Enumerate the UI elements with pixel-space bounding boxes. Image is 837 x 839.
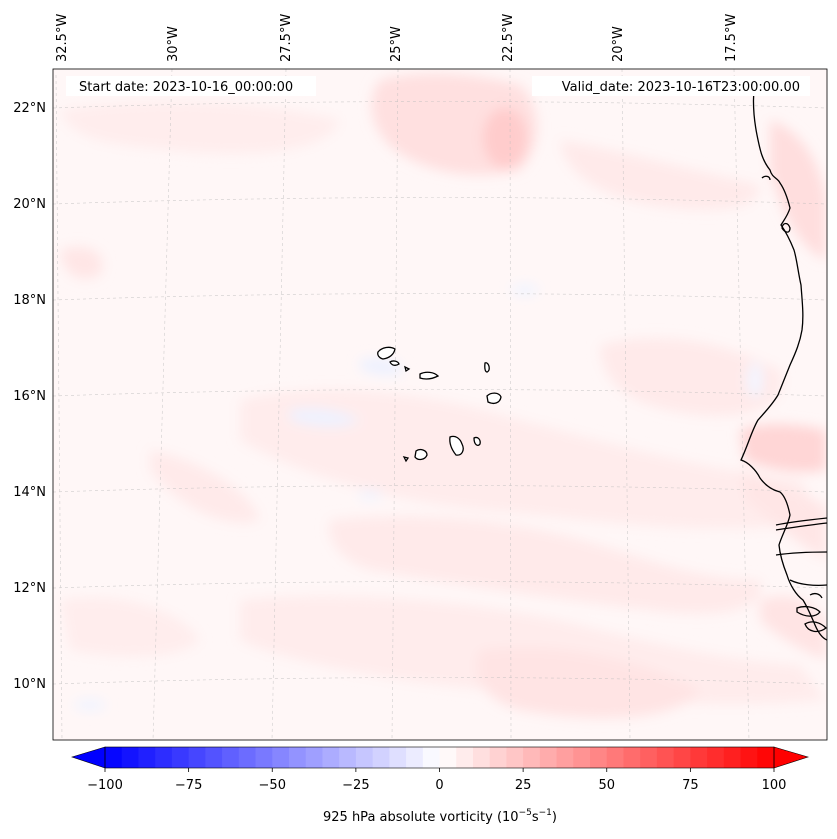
lat-label: 16°N — [13, 389, 46, 404]
colorbar-segment — [640, 747, 658, 768]
lon-label: 17.5°W — [724, 14, 739, 62]
colorbar-segment — [740, 747, 758, 768]
longitude-labels: 32.5°W 30°W 27.5°W 25°W 22.5°W 20°W 17.5… — [55, 14, 739, 62]
colorbar-segment — [506, 747, 524, 768]
lon-label: 32.5°W — [55, 14, 70, 62]
valid-date-box — [532, 76, 810, 96]
colorbar-segment — [255, 747, 273, 768]
map-panel — [53, 69, 827, 740]
colorbar-segment — [389, 747, 407, 768]
lon-label: 22.5°W — [501, 14, 516, 62]
colorbar-extend-low — [71, 746, 106, 769]
colorbar-extend-high — [773, 746, 810, 769]
colorbar-segment — [723, 747, 742, 768]
colorbar-segment — [105, 747, 123, 768]
colorbar-segment — [339, 747, 357, 768]
start-date-label: Start date: 2023-10-16_00:00:00 — [79, 80, 293, 95]
lon-label: 20°W — [611, 26, 626, 62]
colorbar-segment — [205, 747, 223, 768]
map-frame — [52, 68, 828, 741]
colorbar-segment — [406, 747, 424, 768]
valid-date-label: Valid_date: 2023-10-16T23:00:00.00 — [562, 80, 800, 95]
colorbar-segment — [656, 747, 675, 768]
colorbar-segment — [355, 747, 374, 768]
colorbar-segment — [673, 747, 691, 768]
colorbar-segment — [556, 747, 574, 768]
lon-label: 27.5°W — [279, 14, 294, 62]
graticule — [53, 69, 827, 740]
colorbar: −100 −75 −50 −25 0 25 50 75 100 925 hPa absolute… — [71, 746, 810, 825]
lat-label: 18°N — [13, 293, 46, 308]
colorbar-segment — [272, 747, 290, 768]
colorbar-tick-label: 75 — [682, 778, 699, 793]
lat-label: 10°N — [13, 677, 46, 692]
colorbar-segment — [573, 747, 591, 768]
colorbar-segment — [121, 747, 140, 768]
colorbar-tick-label: −50 — [259, 778, 286, 793]
lon-label: 25°W — [389, 26, 404, 62]
colorbar-segment — [523, 747, 541, 768]
colorbar-segment — [188, 747, 206, 768]
cape-verde-islands — [377, 346, 502, 463]
lat-label: 14°N — [13, 485, 46, 500]
colorbar-segment — [590, 747, 608, 768]
colorbar-segment — [707, 747, 725, 768]
colorbar-tick-label: −100 — [87, 778, 123, 793]
vorticity-field — [60, 73, 826, 719]
start-date-box — [66, 76, 316, 96]
colorbar-segment — [238, 747, 257, 768]
lon-label: 30°W — [166, 26, 181, 62]
colorbar-ticks: −100 −75 −50 −25 0 25 50 75 100 — [87, 768, 786, 793]
colorbar-segment — [539, 747, 558, 768]
colorbar-segment — [606, 747, 625, 768]
lat-label: 12°N — [13, 581, 46, 596]
colorbar-segment — [288, 747, 307, 768]
colorbar-segment — [138, 747, 156, 768]
colorbar-label: 925 hPa absolute vorticity (10−5s−1) — [323, 808, 557, 825]
colorbar-segments — [105, 747, 775, 768]
colorbar-segment — [623, 747, 641, 768]
latitude-labels: 22°N 20°N 18°N 16°N 14°N 12°N 10°N — [13, 101, 46, 692]
colorbar-segment — [222, 747, 240, 768]
colorbar-tick-label: 0 — [435, 778, 443, 793]
colorbar-segment — [322, 747, 340, 768]
colorbar-tick-label: 25 — [515, 778, 532, 793]
colorbar-segment — [155, 747, 173, 768]
colorbar-segment — [489, 747, 508, 768]
colorbar-tick-label: 50 — [598, 778, 615, 793]
colorbar-tick-label: −75 — [175, 778, 202, 793]
colorbar-segment — [305, 747, 324, 768]
coastline — [740, 79, 827, 641]
colorbar-segment — [171, 747, 190, 768]
colorbar-segment — [690, 747, 708, 768]
colorbar-segment — [472, 747, 491, 768]
colorbar-segment — [372, 747, 390, 768]
colorbar-segment — [456, 747, 474, 768]
colorbar-segment — [422, 747, 441, 768]
colorbar-segment — [757, 747, 775, 768]
colorbar-tick-label: −25 — [342, 778, 369, 793]
lat-label: 20°N — [13, 197, 46, 212]
colorbar-tick-label: 100 — [762, 778, 787, 793]
colorbar-segment — [439, 747, 457, 768]
lat-label: 22°N — [13, 101, 46, 116]
